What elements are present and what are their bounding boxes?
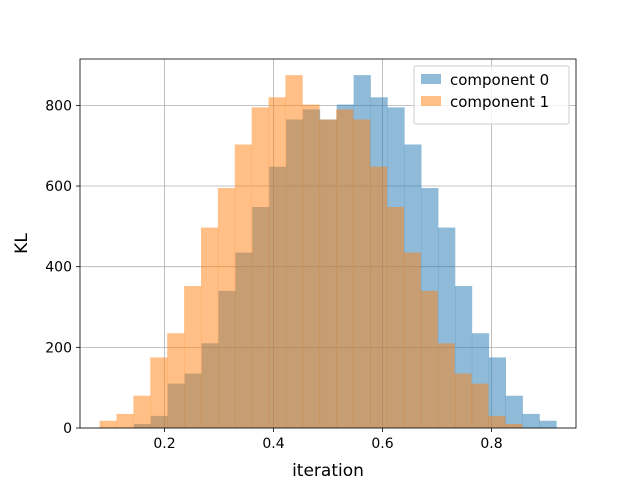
- histogram-bar-component-1: [150, 357, 168, 428]
- bars: [99, 75, 557, 429]
- histogram-bar-component-1: [454, 373, 472, 428]
- histogram-bar-component-1: [201, 227, 219, 428]
- legend: component 0 component 1: [413, 65, 570, 125]
- histogram-bar-component-1: [234, 144, 252, 428]
- legend-box: [413, 65, 570, 125]
- histogram-bar-component-1: [217, 188, 236, 428]
- histogram-bar-component-1: [184, 286, 202, 428]
- y-axis-label: KL: [12, 233, 32, 254]
- x-tick-label: 0.8: [480, 436, 502, 452]
- histogram-bar-component-1: [116, 413, 134, 428]
- histogram-bar-component-1: [420, 290, 438, 428]
- histogram-bar-component-1: [403, 252, 421, 428]
- y-tick-label: 200: [45, 340, 72, 356]
- legend-swatch-component-0: [421, 74, 441, 84]
- legend-label-component-1: component 1: [450, 93, 549, 111]
- histogram-bar-component-1: [369, 166, 388, 428]
- histogram-bar-component-1: [353, 119, 371, 428]
- legend-label-component-0: component 0: [450, 71, 549, 89]
- histogram-bar-component-1: [505, 423, 523, 428]
- histogram-bar-component-1: [471, 383, 489, 428]
- histogram-bar-component-0: [505, 395, 523, 428]
- ticks: 0.2 0.4 0.6 0.8 0 200 400 600 800: [45, 98, 502, 452]
- histogram-bar-component-1: [336, 109, 354, 428]
- x-tick-label: 0.2: [153, 436, 175, 452]
- axes-frame: [79, 58, 577, 429]
- histogram-bar-component-1: [167, 333, 185, 428]
- y-tick-label: 600: [45, 179, 72, 195]
- histogram-bar-component-0: [488, 357, 506, 428]
- x-tick-label: 0.6: [371, 436, 393, 452]
- y-tick-label: 0: [63, 421, 72, 437]
- histogram-bar-component-1: [251, 107, 269, 429]
- histogram-bar-component-1: [133, 395, 151, 428]
- histogram-bar-component-1: [319, 119, 337, 428]
- histogram-bar-component-1: [99, 420, 117, 428]
- histogram-bar-component-1: [285, 75, 303, 428]
- x-tick-label: 0.4: [262, 436, 284, 452]
- histogram-bar-component-1: [488, 415, 506, 428]
- histogram-bar-component-1: [268, 97, 286, 429]
- x-axis-label: iteration: [292, 461, 364, 480]
- histogram-bar-component-1: [437, 343, 455, 428]
- y-tick-label: 400: [45, 260, 72, 276]
- histogram-bar-component-1: [386, 207, 405, 428]
- histogram-bar-component-0: [539, 420, 557, 428]
- legend-swatch-component-1: [421, 96, 441, 106]
- histogram-bar-component-0: [522, 413, 540, 428]
- histogram-bar-component-1: [302, 104, 320, 428]
- y-tick-label: 800: [45, 98, 72, 114]
